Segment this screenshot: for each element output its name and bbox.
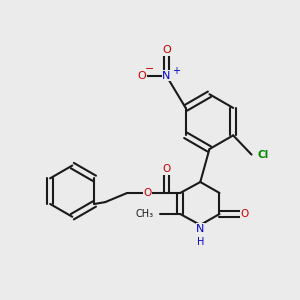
Text: H: H xyxy=(196,236,204,247)
Text: Cl: Cl xyxy=(257,150,269,160)
Text: N: N xyxy=(162,71,171,81)
Text: CH₃: CH₃ xyxy=(136,209,154,219)
Text: O: O xyxy=(162,45,171,55)
Text: O: O xyxy=(137,71,146,81)
Text: −: − xyxy=(145,64,154,74)
Text: O: O xyxy=(162,164,171,174)
Text: N: N xyxy=(196,224,205,234)
Text: O: O xyxy=(143,188,152,198)
Text: O: O xyxy=(240,209,248,219)
Text: +: + xyxy=(172,66,180,76)
